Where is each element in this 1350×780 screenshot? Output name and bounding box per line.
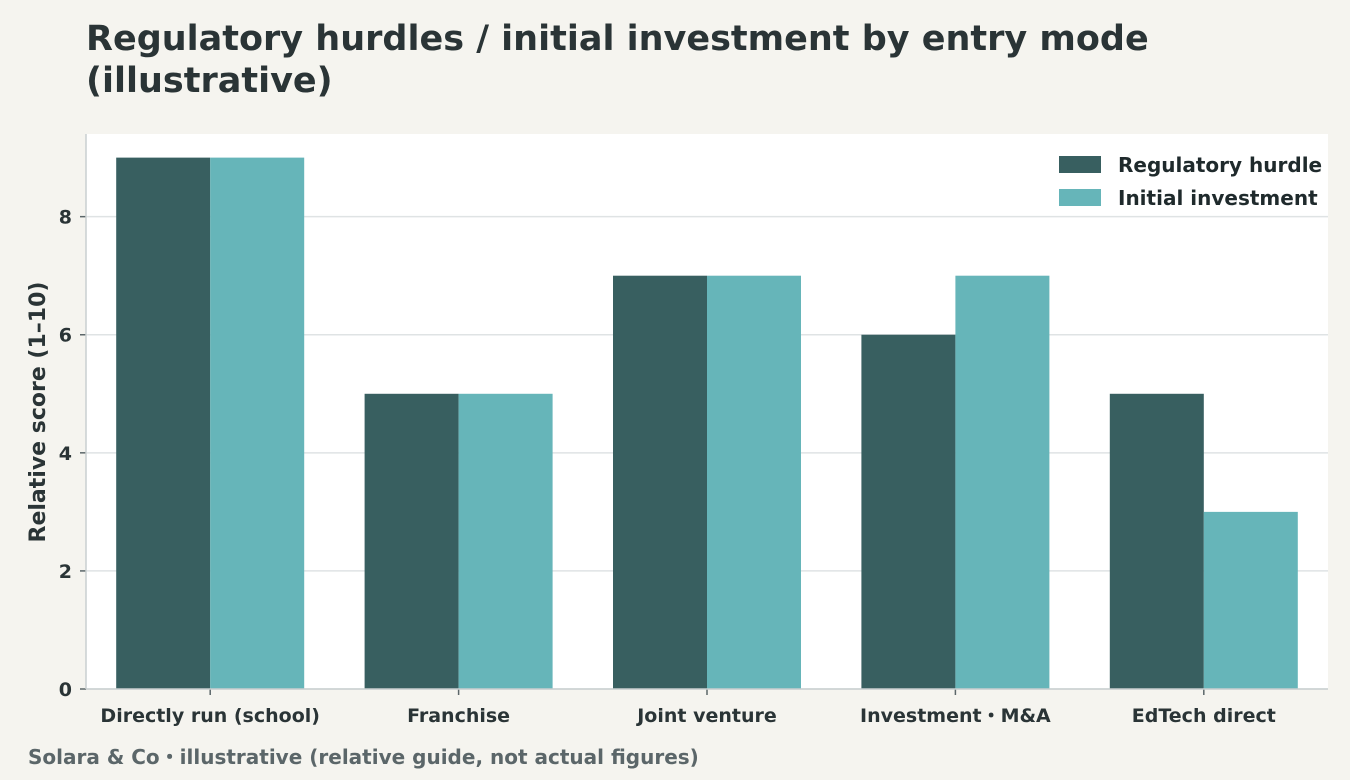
- y-tick-label: 6: [59, 325, 72, 347]
- legend[interactable]: Regulatory hurdle Initial investment: [1059, 153, 1322, 210]
- bar[interactable]: [613, 275, 707, 689]
- legend-swatch: [1059, 156, 1101, 173]
- y-tick-label: 0: [59, 679, 72, 701]
- bar[interactable]: [1109, 393, 1204, 689]
- bar[interactable]: [210, 157, 305, 690]
- y-tick-label: 4: [59, 443, 72, 465]
- bar[interactable]: [1203, 511, 1298, 689]
- bar[interactable]: [458, 393, 553, 689]
- y-tick-label: 8: [59, 207, 72, 229]
- x-tick-label: Franchise: [407, 705, 510, 727]
- legend-swatch: [1059, 189, 1101, 206]
- x-tick-label: Joint venture: [635, 705, 777, 727]
- x-tick-label: Investment・M&A: [860, 705, 1051, 727]
- bar[interactable]: [861, 334, 956, 689]
- bar[interactable]: [955, 275, 1050, 689]
- bars: [116, 157, 1298, 690]
- legend-label: Regulatory hurdle: [1118, 153, 1322, 177]
- chart-title: Regulatory hurdles / initial investment …: [86, 19, 1149, 101]
- bar[interactable]: [364, 393, 459, 689]
- y-axis-label: Relative score (1–10): [26, 282, 51, 543]
- bar[interactable]: [116, 157, 211, 690]
- footer-note: Solara & Co・illustrative (relative guide…: [28, 745, 699, 769]
- legend-label: Initial investment: [1118, 186, 1318, 210]
- x-tick-label: Directly run (school): [100, 705, 320, 727]
- x-tick-label: EdTech direct: [1132, 705, 1276, 727]
- y-tick-label: 2: [59, 561, 72, 583]
- bar[interactable]: [707, 275, 801, 689]
- axes: 0 2 4 6 8 Directly run (school) Franchise Joint…: [59, 134, 1328, 727]
